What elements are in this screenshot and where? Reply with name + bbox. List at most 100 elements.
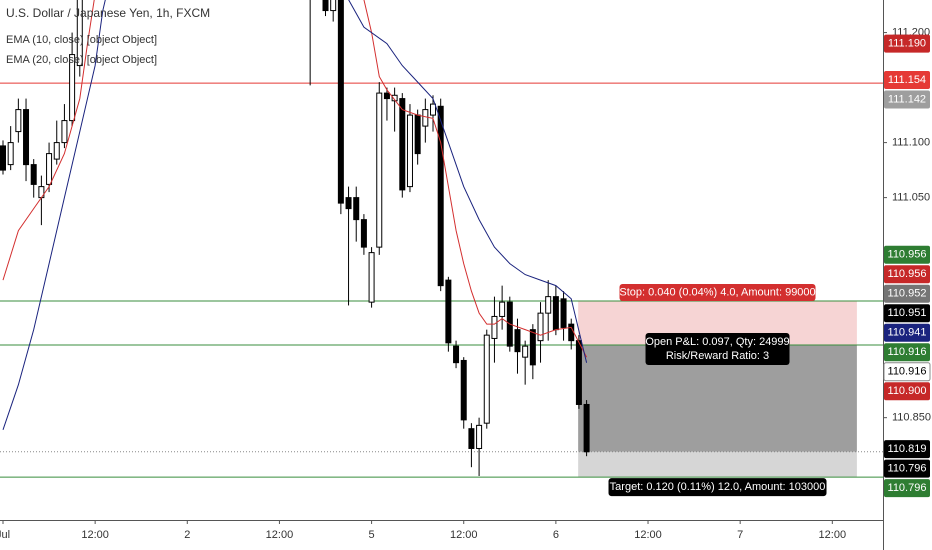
candle-body [460, 359, 467, 421]
candle-body [322, 0, 329, 12]
x-tick-label: Jul [0, 529, 10, 541]
price-label-box [884, 304, 930, 323]
candle-body [491, 315, 498, 339]
candle-body [414, 114, 421, 155]
price-label: 110.956 [888, 268, 927, 280]
candle-body [422, 109, 429, 127]
candle-body [0, 145, 6, 171]
candle-body [30, 164, 37, 185]
candle-body [453, 345, 460, 364]
price-label-box [884, 245, 930, 264]
candle-body [583, 403, 590, 453]
candle-body [23, 109, 30, 166]
price-label-box [884, 90, 930, 109]
price-label: 110.796 [888, 482, 927, 494]
legend: U.S. Dollar / Japanese Yen, 1h, FXCM EMA… [6, 6, 210, 66]
y-tick-label: 111.050 [892, 192, 930, 204]
price-label-box [884, 382, 930, 401]
price-label: 110.951 [888, 307, 927, 319]
x-tick-label: 2 [184, 529, 190, 541]
candle-body [445, 279, 452, 344]
price-label: 110.956 [888, 249, 927, 261]
candle-body [15, 109, 22, 133]
candle-body [575, 340, 582, 405]
price-label-box [883, 362, 931, 382]
candle-body [545, 296, 552, 314]
candle-body [399, 98, 406, 191]
stop-label: Stop: 0.040 (0.04%) 4.0, Amount: 99000 [619, 286, 815, 298]
label-box [608, 478, 827, 497]
candle-body [46, 153, 53, 185]
y-tick-label: 110.850 [892, 412, 931, 424]
candle-body [499, 301, 506, 317]
price-label-box [884, 265, 930, 284]
candle-body [552, 296, 559, 331]
x-tick-label: 12:00 [266, 529, 294, 541]
ema-line [2, 0, 588, 430]
price-label: 110.819 [888, 443, 927, 455]
target-zone [578, 451, 857, 478]
price-label-box [884, 440, 930, 459]
price-label: 110.916 [888, 346, 927, 358]
candle-body [383, 92, 390, 100]
candle-body [345, 197, 352, 210]
price-label: 111.190 [888, 37, 926, 49]
legend-entry: EMA (10, close) [object Object] [6, 34, 157, 46]
price-label-box [884, 343, 930, 362]
candle-body [529, 329, 536, 366]
price-label: 110.941 [888, 327, 927, 339]
candle-body [353, 197, 360, 221]
chart-title: U.S. Dollar / Japanese Yen, 1h, FXCM [6, 6, 210, 20]
candle-body [337, 0, 344, 204]
price-label: 110.916 [888, 366, 927, 378]
candle-body [406, 114, 413, 188]
candle-body [437, 105, 444, 287]
candle-body [368, 252, 375, 303]
candle-body [568, 323, 575, 342]
candle-body [53, 142, 60, 160]
price-label: 111.154 [888, 74, 926, 86]
price-label-box [884, 34, 930, 53]
x-tick-label: 7 [737, 529, 743, 541]
price-label: 110.952 [888, 288, 927, 300]
candle-body [330, 0, 337, 12]
candle-body [76, 0, 83, 67]
price-label-box [884, 459, 930, 478]
price-label-box [884, 323, 930, 342]
ratio-label: Risk/Reward Ratio: 3 [666, 350, 769, 362]
candle-body [537, 312, 544, 342]
pnl-label: Open P&L: 0.097, Qty: 24999 [645, 336, 789, 348]
price-label: 110.900 [888, 385, 927, 397]
price-label-box [884, 479, 930, 498]
price-label-box [884, 71, 930, 90]
price-label: 111.142 [888, 93, 926, 105]
candle-body [483, 334, 490, 424]
price-label: 110.796 [888, 463, 927, 475]
axes: 110.850111.000111.050111.100111.200Jul12… [0, 26, 931, 540]
label-box [645, 333, 790, 366]
x-tick-label: 12:00 [634, 529, 662, 541]
x-tick-label: 12:00 [450, 529, 478, 541]
candle-body [69, 54, 76, 122]
x-tick-label: 12:00 [819, 529, 847, 541]
candle-body [376, 92, 383, 248]
candle-body [476, 424, 483, 449]
target-label: Target: 0.120 (0.11%) 12.0, Amount: 1030… [610, 481, 826, 493]
label-box [619, 284, 816, 302]
candle-body [430, 103, 437, 116]
candle-body [391, 94, 398, 102]
price-label-box [884, 284, 930, 303]
candle-body [360, 219, 367, 248]
x-tick-label: 12:00 [81, 529, 109, 541]
legend-entry: EMA (20, close) [object Object] [6, 54, 157, 66]
candle-body [468, 428, 475, 449]
x-tick-label: 6 [553, 529, 559, 541]
candle-body [61, 120, 68, 144]
plot-area: Stop: 0.040 (0.04%) 4.0, Amount: 99000 Op… [0, 0, 883, 497]
candle-body [560, 298, 567, 328]
candle-body [522, 345, 529, 358]
candle-body [7, 142, 14, 166]
candle-body [514, 329, 521, 353]
x-tick-label: 5 [369, 529, 375, 541]
